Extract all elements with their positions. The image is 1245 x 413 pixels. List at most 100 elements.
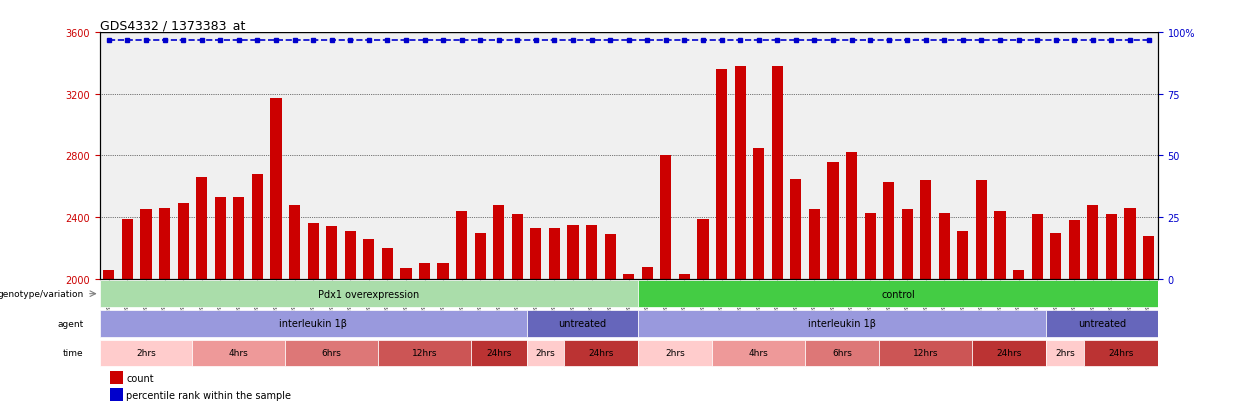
Bar	[624, 275, 634, 279]
Bar	[471, 340, 527, 366]
Bar	[637, 281, 1158, 307]
Text: interleukin 1β: interleukin 1β	[279, 318, 347, 328]
Bar	[883, 182, 894, 279]
Bar	[233, 198, 244, 279]
Bar	[456, 211, 467, 279]
Bar	[493, 205, 504, 279]
Bar	[660, 156, 671, 279]
Text: agent: agent	[57, 319, 83, 328]
Bar	[791, 179, 802, 279]
Bar	[122, 219, 133, 279]
Bar	[845, 153, 857, 279]
Bar	[437, 264, 448, 279]
Bar	[474, 233, 486, 279]
Text: Pdx1 overexpression: Pdx1 overexpression	[319, 289, 420, 299]
Text: untreated: untreated	[1078, 318, 1127, 328]
Bar	[1047, 310, 1158, 337]
Bar	[1032, 215, 1043, 279]
Bar	[103, 271, 115, 279]
Bar	[251, 175, 263, 279]
Bar	[1068, 221, 1079, 279]
Bar	[753, 148, 764, 279]
Text: 4hrs: 4hrs	[229, 349, 249, 358]
Bar	[111, 372, 123, 385]
Bar	[828, 162, 839, 279]
Text: GDS4332 / 1373383_at: GDS4332 / 1373383_at	[100, 19, 245, 32]
Text: percentile rank within the sample: percentile rank within the sample	[126, 390, 291, 400]
Text: 2hrs: 2hrs	[136, 349, 156, 358]
Text: untreated: untreated	[558, 318, 606, 328]
Text: genotype/variation: genotype/variation	[0, 290, 83, 299]
Bar	[735, 67, 746, 279]
Bar	[637, 340, 712, 366]
Bar	[345, 232, 356, 279]
Bar	[401, 268, 412, 279]
Bar	[972, 340, 1047, 366]
Bar	[285, 340, 378, 366]
Bar	[1047, 340, 1083, 366]
Bar	[100, 340, 193, 366]
Bar	[197, 178, 207, 279]
Bar	[879, 340, 972, 366]
Bar	[527, 340, 564, 366]
Bar	[326, 227, 337, 279]
Bar	[697, 219, 708, 279]
Text: 4hrs: 4hrs	[748, 349, 768, 358]
Bar	[512, 215, 523, 279]
Bar	[378, 340, 471, 366]
Bar	[1106, 215, 1117, 279]
Text: 24hrs: 24hrs	[588, 349, 614, 358]
Bar	[1051, 233, 1061, 279]
Bar	[995, 211, 1006, 279]
Bar	[605, 235, 616, 279]
Text: 12hrs: 12hrs	[913, 349, 939, 358]
Bar	[178, 204, 189, 279]
Bar	[270, 99, 281, 279]
Bar	[809, 210, 820, 279]
Bar	[939, 213, 950, 279]
Text: 24hrs: 24hrs	[486, 349, 512, 358]
Bar	[1143, 236, 1154, 279]
Text: 6hrs: 6hrs	[321, 349, 341, 358]
Bar	[100, 310, 527, 337]
Bar	[549, 228, 560, 279]
Bar	[637, 310, 1047, 337]
Bar	[901, 210, 913, 279]
Bar	[530, 228, 542, 279]
Text: interleukin 1β: interleukin 1β	[808, 318, 876, 328]
Text: 24hrs: 24hrs	[1108, 349, 1133, 358]
Bar	[214, 198, 225, 279]
Bar	[364, 239, 375, 279]
Bar	[712, 340, 806, 366]
Bar	[527, 310, 637, 337]
Bar	[568, 225, 579, 279]
Bar	[864, 213, 875, 279]
Bar	[159, 209, 171, 279]
Bar	[564, 340, 637, 366]
Bar	[193, 340, 285, 366]
Bar	[289, 205, 300, 279]
Text: 2hrs: 2hrs	[535, 349, 555, 358]
Bar	[418, 264, 430, 279]
Text: count: count	[126, 373, 153, 383]
Bar	[1013, 270, 1025, 279]
Bar	[957, 232, 969, 279]
Text: 6hrs: 6hrs	[833, 349, 852, 358]
Bar	[141, 210, 152, 279]
Bar	[382, 249, 393, 279]
Bar	[100, 281, 637, 307]
Bar	[586, 225, 598, 279]
Text: 2hrs: 2hrs	[1056, 349, 1074, 358]
Bar	[111, 388, 123, 401]
Bar	[920, 181, 931, 279]
Text: 12hrs: 12hrs	[412, 349, 437, 358]
Bar	[976, 181, 987, 279]
Text: 2hrs: 2hrs	[665, 349, 685, 358]
Bar	[772, 67, 783, 279]
Bar	[679, 275, 690, 279]
Bar	[1124, 209, 1135, 279]
Text: control: control	[881, 289, 915, 299]
Bar	[806, 340, 879, 366]
Bar	[716, 70, 727, 279]
Bar	[641, 267, 652, 279]
